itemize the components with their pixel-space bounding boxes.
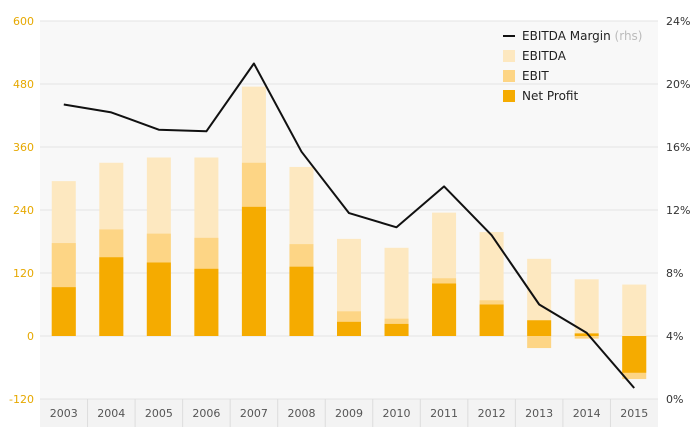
y-right-tick-label: 16%	[666, 141, 690, 154]
y-right-tick-label: 4%	[666, 330, 683, 343]
y-left-tick-label: 600	[13, 15, 34, 28]
y-left-tick-label: -120	[9, 393, 34, 406]
bar-net-profit-2010	[384, 323, 409, 336]
bar-net-profit-2015	[622, 336, 647, 373]
bar-net-profit-2011	[432, 283, 457, 336]
bar-net-profit-2012	[479, 304, 504, 336]
x-tick-label-2011: 2011	[430, 407, 458, 420]
x-tick-label-2009: 2009	[335, 407, 363, 420]
bar-net-profit-2013	[527, 320, 552, 336]
bar-net-profit-2007	[241, 206, 266, 336]
bars	[51, 86, 647, 380]
bar-ebitda-2014	[574, 279, 599, 336]
x-tick-label-2006: 2006	[192, 407, 220, 420]
legend-marker-ebitda	[503, 50, 515, 62]
x-tick-label-2015: 2015	[620, 407, 648, 420]
x-tick-label-2008: 2008	[287, 407, 315, 420]
legend: EBITDA Margin (rhs) EBITDA EBIT Net Profit	[503, 29, 643, 103]
y-left-tick-label: 0	[27, 330, 34, 343]
bar-ebit-2014	[574, 336, 599, 339]
y-left-tick-label: 480	[13, 78, 34, 91]
x-tick-label-2005: 2005	[145, 407, 173, 420]
bar-net-profit-2014	[574, 333, 599, 336]
margin-line	[63, 62, 635, 389]
y-left-tick-label: 120	[13, 267, 34, 280]
x-tick-label-2013: 2013	[525, 407, 553, 420]
bar-net-profit-2003	[51, 287, 76, 336]
x-tick-label-2014: 2014	[573, 407, 601, 420]
y-right-tick-label: 8%	[666, 267, 683, 280]
legend-label-net-profit: Net Profit	[522, 89, 578, 103]
bar-net-profit-2005	[146, 262, 171, 336]
y-right-tick-label: 20%	[666, 78, 690, 91]
bar-net-profit-2009	[337, 321, 361, 336]
bar-net-profit-2006	[194, 268, 219, 336]
y-left-tick-label: 240	[13, 204, 34, 217]
legend-label-ebit: EBIT	[522, 69, 549, 83]
bar-ebit-2013	[527, 336, 552, 349]
x-tick-label-2010: 2010	[383, 407, 411, 420]
x-tick-label-2012: 2012	[478, 407, 506, 420]
x-tick-label-2004: 2004	[97, 407, 125, 420]
bar-ebitda-2015	[622, 284, 647, 336]
y-left-tick-label: 360	[13, 141, 34, 154]
bar-net-profit-2004	[99, 257, 124, 336]
x-tick-label-2003: 2003	[50, 407, 78, 420]
axes: -120 0 120 240 360 480 600 0% 4% 8% 12% 16% 20% 24% 20…	[9, 15, 690, 427]
legend-marker-net-profit	[503, 90, 515, 102]
legend-marker-ebit	[503, 70, 515, 82]
legend-label-ebitda-margin: EBITDA Margin (rhs)	[522, 29, 643, 43]
y-right-tick-label: 24%	[666, 15, 690, 28]
y-right-tick-label: 0%	[666, 393, 683, 406]
legend-label-ebitda: EBITDA	[522, 49, 567, 63]
legend-note: (rhs)	[611, 29, 643, 43]
category-strip	[40, 399, 658, 427]
x-tick-label-2007: 2007	[240, 407, 268, 420]
y-right-tick-label: 12%	[666, 204, 690, 217]
plot-background	[40, 21, 658, 427]
bar-net-profit-2008	[289, 266, 314, 336]
